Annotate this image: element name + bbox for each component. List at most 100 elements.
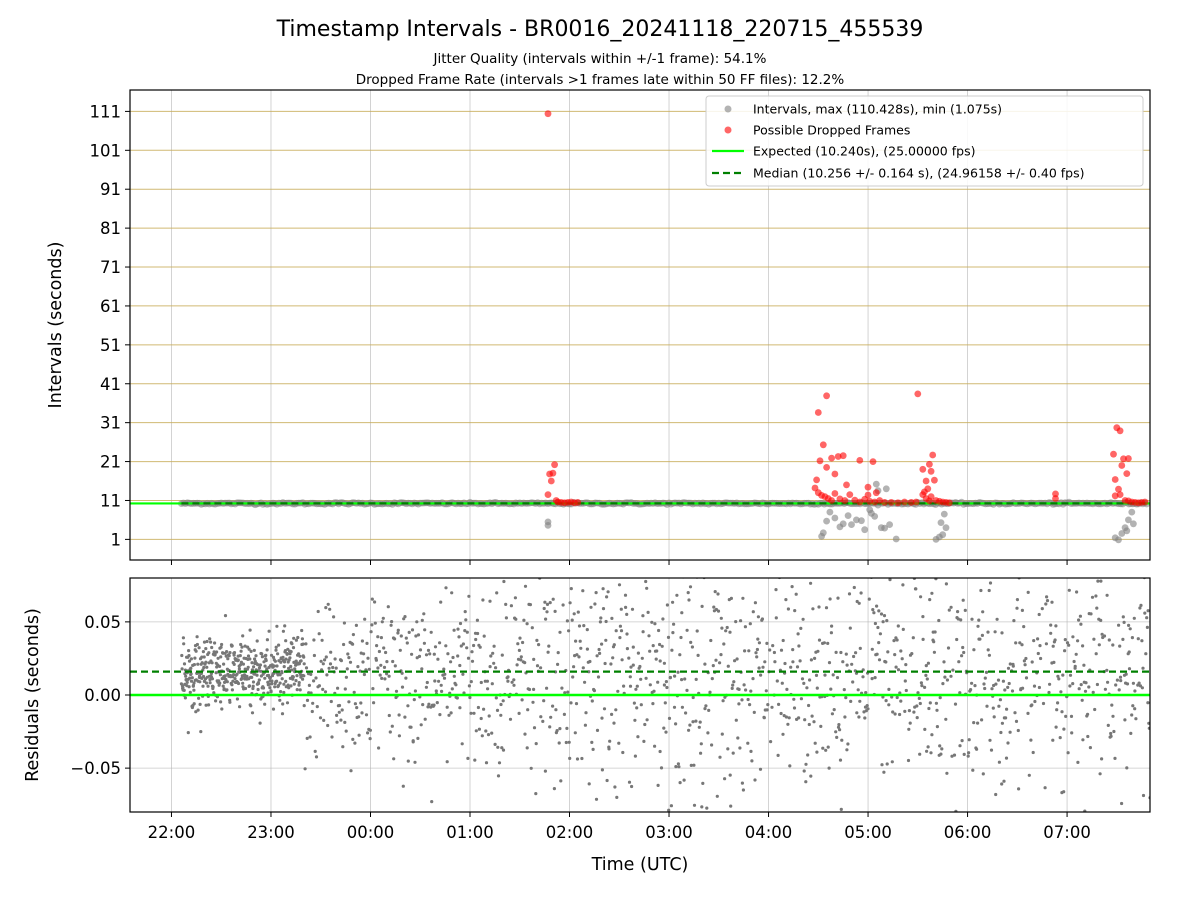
residual-point: [837, 723, 841, 727]
residual-point: [407, 630, 411, 635]
interval-outlier-point-4: [823, 517, 830, 525]
dropped-frame-point-21: [834, 453, 842, 460]
residual-point: [741, 788, 746, 792]
residual-point: [565, 726, 569, 731]
residual-point: [299, 659, 303, 663]
residual-point: [484, 761, 489, 765]
dropped-frame-point-77: [1118, 462, 1126, 469]
residual-point: [753, 778, 757, 782]
residual-point: [284, 657, 288, 661]
residual-point: [699, 742, 703, 746]
residual-point: [405, 641, 409, 645]
residual-point: [692, 763, 696, 767]
residual-point: [872, 611, 876, 615]
residual-point: [183, 672, 187, 676]
residual-point: [1064, 714, 1068, 719]
residual-point: [514, 617, 518, 621]
residual-point: [951, 668, 955, 672]
residual-point: [1049, 631, 1053, 635]
residual-point: [1113, 756, 1117, 761]
residual-point: [985, 704, 989, 708]
residual-point: [621, 750, 625, 755]
residual-point: [684, 711, 688, 715]
residual-point: [841, 660, 845, 664]
residual-point: [218, 681, 222, 685]
residual-point: [476, 705, 480, 710]
residual-point: [672, 705, 677, 709]
residual-point: [376, 666, 380, 670]
residual-point: [444, 586, 448, 590]
residual-point: [611, 656, 615, 660]
residual-point: [958, 744, 962, 748]
residual-point: [518, 636, 522, 640]
residual-point: [304, 642, 308, 646]
residual-point: [595, 654, 599, 658]
residual-point: [1140, 639, 1144, 643]
residual-point: [1106, 723, 1110, 728]
residual-point: [393, 664, 397, 668]
residual-point: [270, 679, 274, 683]
residual-point: [378, 673, 382, 677]
residual-point: [185, 680, 189, 685]
residual-point: [947, 608, 951, 612]
residual-point: [1033, 699, 1037, 704]
residual-point: [630, 784, 634, 789]
residual-point: [246, 654, 251, 658]
residual-point: [875, 604, 879, 608]
residual-point: [970, 681, 974, 685]
dropped-frame-point-55: [929, 451, 937, 459]
residual-point: [555, 729, 559, 733]
residual-point: [328, 662, 333, 666]
residual-point: [935, 725, 940, 729]
residual-point: [223, 674, 227, 678]
residual-point: [275, 624, 279, 628]
residual-point: [269, 653, 274, 657]
dropped-frame-point-36: [831, 490, 839, 497]
residual-point: [893, 712, 897, 716]
residual-point: [955, 637, 959, 642]
residual-point: [969, 688, 973, 692]
residual-point: [1015, 598, 1020, 602]
residual-point: [232, 653, 236, 657]
residual-point: [967, 751, 971, 755]
residual-point: [918, 701, 922, 706]
residual-point: [588, 659, 592, 664]
residual-point: [836, 725, 841, 729]
residual-point: [401, 784, 405, 788]
residual-point: [333, 657, 337, 661]
residual-point: [236, 658, 240, 662]
residual-point: [264, 658, 268, 663]
residual-point: [314, 676, 318, 680]
residual-point: [917, 696, 921, 701]
residual-point: [517, 711, 521, 716]
residual-point: [323, 690, 328, 694]
residual-point: [1134, 717, 1138, 721]
residual-point: [450, 591, 454, 595]
residual-point: [924, 664, 928, 668]
residual-point: [899, 699, 903, 703]
residual-point: [428, 652, 432, 656]
residual-point: [644, 676, 648, 680]
residual-point: [870, 677, 874, 681]
residual-point: [1097, 643, 1101, 647]
residual-point: [1078, 614, 1082, 618]
residual-point: [469, 711, 473, 715]
residual-point: [332, 615, 336, 619]
interval-outlier-point-6: [831, 514, 839, 522]
residual-point: [219, 655, 223, 659]
residual-point: [1091, 690, 1095, 695]
residual-point: [268, 686, 272, 690]
residual-point: [991, 706, 995, 710]
intervals-axes-frame: [129, 89, 1151, 561]
residual-point: [876, 625, 880, 630]
residual-point: [674, 765, 678, 769]
residual-point: [784, 715, 789, 719]
residual-point: [198, 702, 202, 707]
residual-point: [962, 752, 966, 757]
residual-point: [382, 646, 386, 650]
residual-point: [816, 649, 820, 653]
residual-point: [201, 674, 206, 679]
residual-point: [839, 650, 843, 655]
residual-point: [1087, 685, 1091, 689]
